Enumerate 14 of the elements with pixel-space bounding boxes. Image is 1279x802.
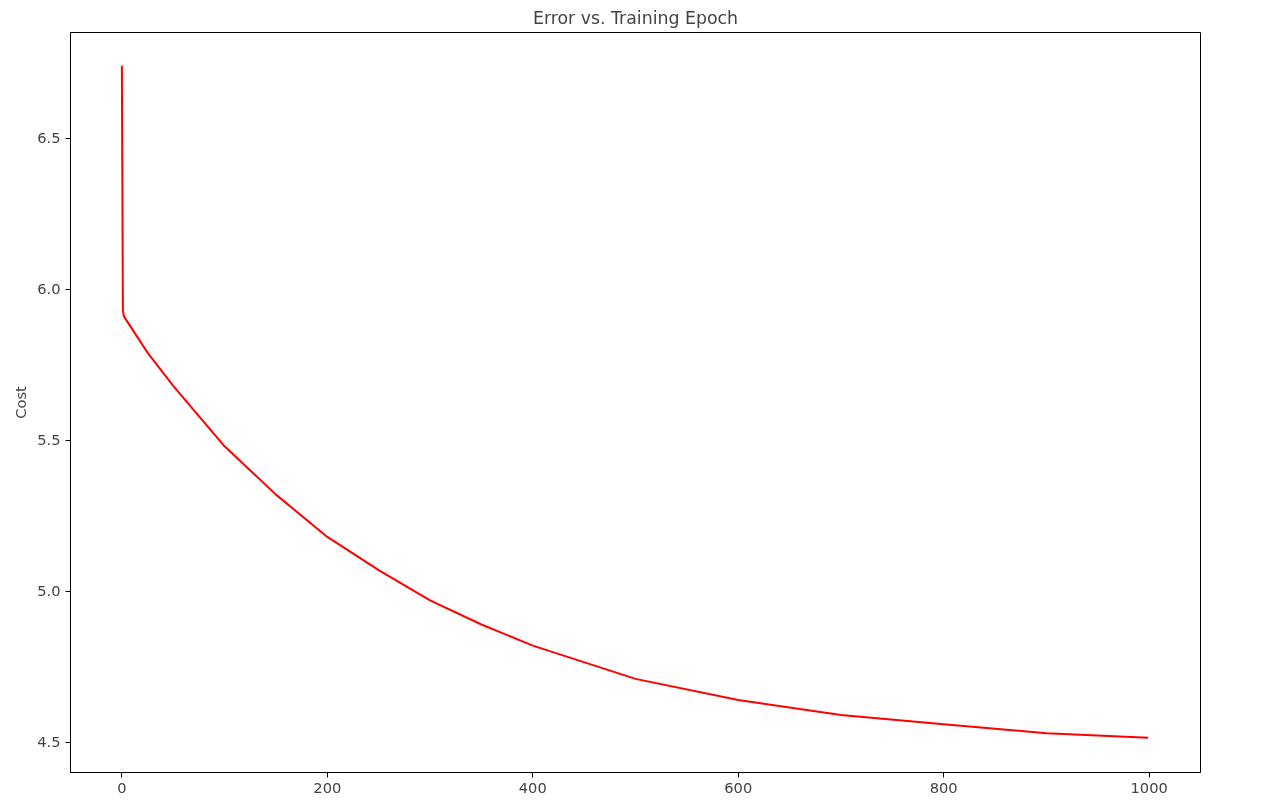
x-tick-label: 600 xyxy=(724,778,753,796)
chart-title: Error vs. Training Epoch xyxy=(533,7,738,28)
x-tick-label: 1000 xyxy=(1130,778,1168,796)
y-tick-label: 6.5 xyxy=(37,129,61,147)
x-tick-label: 200 xyxy=(313,778,342,796)
y-tick-label: 5.0 xyxy=(37,582,61,600)
line-series xyxy=(120,64,1150,739)
x-tick-label: 0 xyxy=(117,778,127,796)
x-tick-label: 800 xyxy=(929,778,958,796)
y-tick-label: 6.0 xyxy=(37,280,61,298)
y-axis-title: Cost xyxy=(12,385,30,419)
x-tick-label: 400 xyxy=(518,778,547,796)
y-tick-label: 5.5 xyxy=(37,431,61,449)
y-tick-label: 4.5 xyxy=(37,733,61,751)
